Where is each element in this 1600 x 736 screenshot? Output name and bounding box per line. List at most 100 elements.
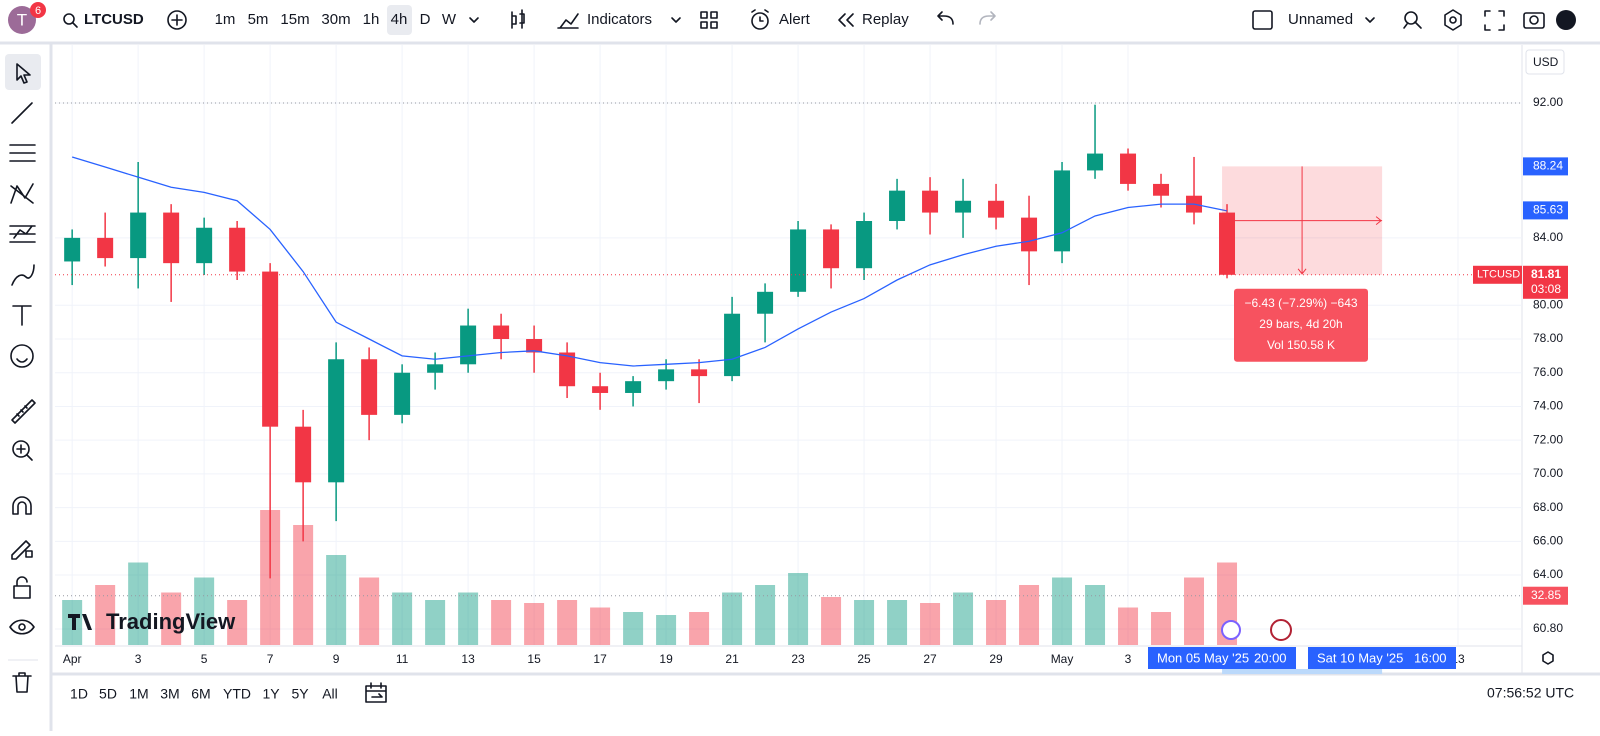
volume-bar [1118,607,1139,645]
range-button[interactable]: 6M [191,686,210,702]
cursor-tool[interactable] [16,63,31,84]
interval-button[interactable]: 4h [391,11,408,28]
alert-button[interactable]: Alert [779,11,811,28]
candle-body [724,313,741,377]
pattern-tool[interactable] [10,183,34,204]
range-button[interactable]: 5Y [291,686,309,702]
candle-body [328,359,345,483]
range-button[interactable]: All [322,686,338,702]
y-tick-label: 64.00 [1533,567,1563,581]
interval-button[interactable]: W [442,11,457,28]
visibility-tool[interactable] [9,619,35,635]
currency-box[interactable] [1525,49,1565,75]
x-tick-label: 15 [527,652,541,666]
interval-button[interactable]: D [420,11,431,28]
grid [55,45,1522,645]
measure-info-text: Vol 150.58 K [1267,338,1335,352]
volume-bar [1184,577,1205,645]
magnet-tool[interactable] [12,496,32,515]
compare-button[interactable] [167,10,187,30]
candle-body [790,229,807,292]
brush-tool[interactable] [11,264,35,286]
volume-bar [161,592,182,645]
candle-body [1021,217,1038,252]
volume-bar [293,525,314,645]
text-tool[interactable] [12,305,32,326]
candle-body [658,369,675,382]
lock-tool[interactable] [13,576,31,599]
goto-date-button[interactable] [365,682,387,703]
layout-dropdown[interactable] [1365,17,1375,23]
emoji-tool[interactable] [10,344,34,368]
notification-badge [30,2,46,18]
range-button[interactable]: 1D [70,686,88,702]
candle-body [295,426,312,483]
indicators-icon [557,13,579,29]
interval-button[interactable]: 30m [321,11,350,28]
y-tick-label: 76.00 [1533,365,1563,379]
x-tick-label: 11 [396,652,409,666]
volume-bar [986,600,1007,645]
layout-name[interactable]: Unnamed [1288,11,1353,28]
prediction-tool[interactable] [9,225,36,243]
indicators-dropdown[interactable] [671,17,681,23]
trend-line-tool[interactable] [11,102,33,124]
zoom-tool[interactable] [12,440,30,458]
settings-button[interactable] [1444,9,1462,31]
stay-in-drawing-tool[interactable] [11,540,33,560]
measure-time-range [1222,669,1383,674]
interval-button[interactable]: 5m [248,11,269,28]
interval-button[interactable]: 15m [280,11,309,28]
volume-bar [689,612,710,645]
candle-body [1120,153,1137,184]
candle-body [955,200,972,213]
range-button[interactable]: 5D [99,686,117,702]
interval-dropdown[interactable] [469,17,479,23]
clock: 07:56:52 UTC [1487,685,1574,701]
layouts-button[interactable] [700,11,718,29]
chart-type-button[interactable] [511,9,525,29]
candle-body [262,271,279,427]
volume-bar [524,603,545,645]
candle-body [493,325,510,340]
interval-group: 1m 5m 15m 30m 1h 4h D W [215,11,457,28]
interval-button[interactable]: 1h [363,11,380,28]
x-tick-label: 13 [461,652,475,666]
range-button[interactable]: YTD [223,686,251,702]
axis-settings[interactable] [1542,651,1554,665]
undo-button[interactable] [937,11,954,25]
ai-event-icon[interactable] [1221,620,1241,640]
price-label: 88.24 [1533,159,1563,173]
range-button[interactable]: 1M [129,686,148,702]
quick-search-button[interactable] [1404,11,1418,25]
search-icon[interactable] [63,13,75,25]
zoom-icon [16,444,33,461]
candle-body [427,364,444,373]
redo-button[interactable] [979,11,996,25]
x-tick-label: 25 [857,652,871,666]
volume-bar [392,592,413,645]
candle-body [64,237,81,262]
interval-button[interactable]: 1m [215,11,236,28]
top-toolbar [0,0,1600,43]
ruler-tool[interactable] [11,399,36,424]
economic-event-icon[interactable] [1270,619,1292,641]
fib-tool[interactable] [9,144,36,162]
volume-bar [821,597,842,645]
volume-bar [128,562,149,645]
volume-bar [95,585,116,645]
publish-button[interactable] [1556,10,1576,30]
indicators-button[interactable]: Indicators [587,11,652,28]
range-button[interactable]: 3M [160,686,179,702]
candle-body [856,221,873,269]
fullscreen-button[interactable] [1484,10,1505,31]
replay-button[interactable]: Replay [862,11,909,28]
candle-body [1054,170,1071,252]
avatar[interactable] [8,6,36,34]
screenshot-button[interactable] [1523,12,1545,29]
symbol-search[interactable]: LTCUSD [84,11,144,28]
range-button[interactable]: 1Y [262,686,280,702]
screenshot-icon [1529,15,1539,25]
remove-drawings-tool[interactable] [12,672,32,693]
x-tick-label: 3 [135,652,142,666]
